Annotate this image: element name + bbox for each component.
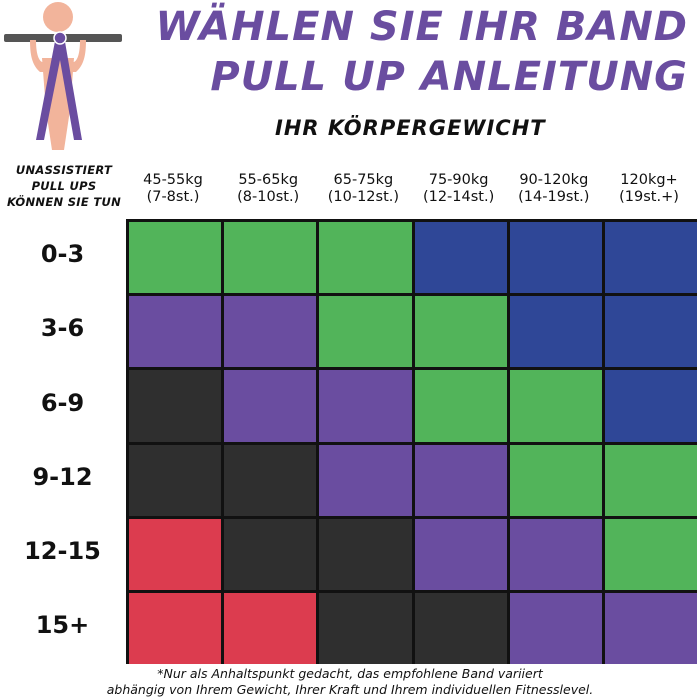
footnote-line: *Nur als Anhaltspunkt gedacht, das empfo… <box>157 666 543 681</box>
band-cell-blue <box>509 222 602 294</box>
title-line-1: WÄHLEN SIE IHR BAND <box>155 4 688 50</box>
weight-column-header: 90-120kg (14-19st.) <box>507 172 601 206</box>
weight-kg-label: 65-75kg <box>333 172 394 188</box>
weight-kg-label: 75-90kg <box>428 172 489 188</box>
footnote: *Nur als Anhaltspunkt gedacht, das empfo… <box>0 666 700 698</box>
weight-kg-label: 55-65kg <box>238 172 299 188</box>
band-cell-green <box>319 296 412 368</box>
band-cell-black <box>224 444 317 516</box>
footnote-line: abhängig von Ihrem Gewicht, Ihrer Kraft … <box>106 682 594 697</box>
weight-kg-label: 45-55kg <box>143 172 203 188</box>
pull-up-count-label: 9-12 <box>32 462 93 491</box>
band-cell-green <box>605 444 698 516</box>
band-cell-purple <box>129 296 222 368</box>
weight-stone-label: (19st.+) <box>619 189 679 205</box>
band-cell-purple <box>509 593 602 665</box>
weight-stone-label: (14-19st.) <box>518 189 590 205</box>
weight-stone-label: (8-10st.) <box>237 189 300 205</box>
pull-ups-row-header: UNASSISTIERT PULL UPS KÖNNEN SIE TUN <box>0 162 128 210</box>
band-cell-purple <box>224 370 317 442</box>
pull-up-count-label: 3-6 <box>40 314 85 343</box>
weight-column-header: 45-55kg (7-8st.) <box>126 172 220 206</box>
band-cell-black <box>319 593 412 665</box>
band-cell-black <box>414 593 507 665</box>
band-cell-red <box>129 593 222 665</box>
band-cell-red <box>224 593 317 665</box>
pull-up-figure-illustration <box>4 2 122 150</box>
band-cell-purple <box>319 444 412 516</box>
band-cell-blue <box>605 370 698 442</box>
band-cell-green <box>414 296 507 368</box>
band-cell-purple <box>414 518 507 590</box>
resistance-band-icon <box>36 36 82 140</box>
pull-up-count-label: 12-15 <box>24 536 101 565</box>
figure-head <box>43 2 73 32</box>
band-cell-black <box>129 444 222 516</box>
weight-kg-label: 120kg+ <box>620 172 678 188</box>
band-cell-green <box>129 222 222 294</box>
band-cell-red <box>129 518 222 590</box>
band-cell-purple <box>605 593 698 665</box>
band-cell-green <box>224 222 317 294</box>
band-selection-grid <box>126 219 698 665</box>
band-cell-green <box>414 370 507 442</box>
row-header-line: KÖNNEN SIE TUN <box>6 195 122 209</box>
weight-column-header: 75-90kg (12-14st.) <box>412 172 506 206</box>
band-cell-purple <box>509 518 602 590</box>
weight-column-header: 65-75kg (10-12st.) <box>316 172 410 206</box>
pull-up-count-label: 15+ <box>35 611 90 640</box>
band-cell-black <box>224 518 317 590</box>
band-cell-purple <box>319 370 412 442</box>
weight-stone-label: (10-12st.) <box>327 189 400 205</box>
band-cell-green <box>605 518 698 590</box>
title-line-2: PULL UP ANLEITUNG <box>210 54 688 100</box>
weight-column-header: 55-65kg (8-10st.) <box>221 172 315 206</box>
band-cell-green <box>509 444 602 516</box>
weight-column-header: 120kg+ (19st.+) <box>602 172 696 206</box>
band-cell-blue <box>605 222 698 294</box>
band-cell-green <box>509 370 602 442</box>
row-header-line: UNASSISTIERT <box>15 163 113 177</box>
band-cell-green <box>319 222 412 294</box>
weight-stone-label: (7-8st.) <box>146 189 200 205</box>
pull-up-count-label: 6-9 <box>40 388 85 417</box>
band-cell-blue <box>509 296 602 368</box>
band-cell-black <box>129 370 222 442</box>
band-logo-icon <box>53 31 67 45</box>
band-cell-purple <box>414 444 507 516</box>
band-cell-purple <box>224 296 317 368</box>
row-header-line: PULL UPS <box>31 179 97 193</box>
band-cell-blue <box>605 296 698 368</box>
weight-kg-label: 90-120kg <box>519 172 589 188</box>
body-weight-heading: IHR KÖRPERGEWICHT <box>275 116 546 140</box>
band-cell-blue <box>414 222 507 294</box>
pull-up-count-label: 0-3 <box>40 240 85 269</box>
weight-stone-label: (12-14st.) <box>422 189 495 205</box>
band-cell-black <box>319 518 412 590</box>
